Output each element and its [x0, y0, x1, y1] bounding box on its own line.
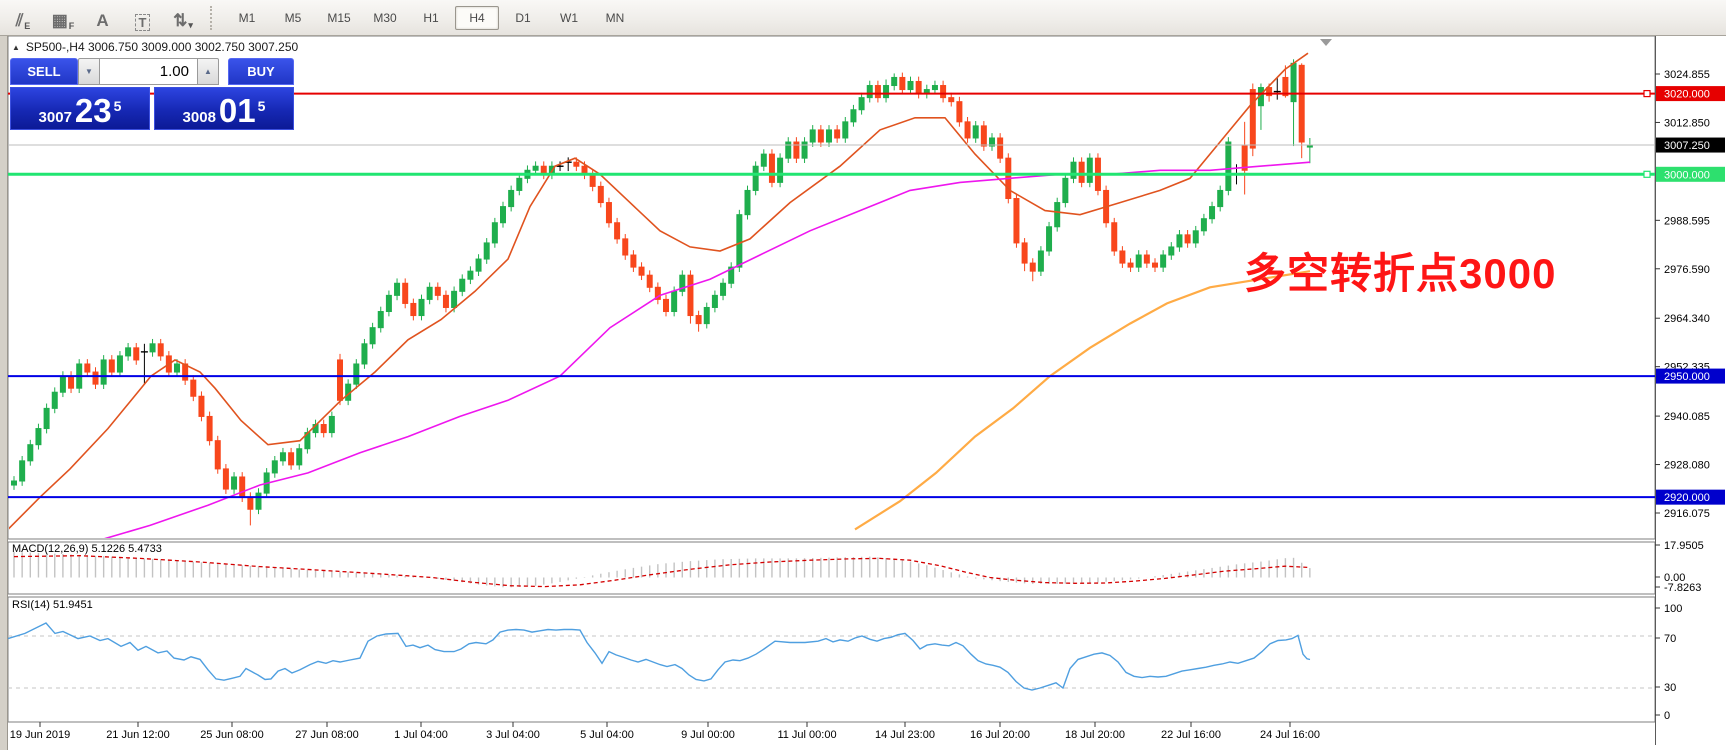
svg-text:2940.085: 2940.085: [1664, 411, 1710, 423]
svg-text:2928.080: 2928.080: [1664, 460, 1710, 472]
rsi-panel[interactable]: [7, 596, 1656, 723]
price-axis[interactable]: 3024.855 3012.850 2988.595 2976.590 2964.340…: [1655, 69, 1725, 722]
macd-signal-line: [13, 555, 1311, 588]
svg-text:2988.595: 2988.595: [1664, 215, 1710, 227]
window-edge: [0, 36, 8, 750]
svg-text:0: 0: [1664, 710, 1670, 722]
ma-slow-orange-line: [854, 270, 1311, 531]
svg-text:25 Jun 08:00: 25 Jun 08:00: [200, 729, 264, 741]
text-box-icon[interactable]: T: [126, 5, 160, 31]
svg-text:11 Jul 00:00: 11 Jul 00:00: [777, 729, 836, 741]
svg-text:18 Jul 20:00: 18 Jul 20:00: [1065, 729, 1125, 741]
tab-timeframe-h4[interactable]: H4: [455, 5, 499, 30]
svg-text:3 Jul 04:00: 3 Jul 04:00: [486, 729, 540, 741]
volume-increase-button[interactable]: ▲: [197, 58, 219, 85]
svg-text:27 Jun 08:00: 27 Jun 08:00: [295, 729, 359, 741]
svg-text:9 Jul 00:00: 9 Jul 00:00: [681, 729, 735, 741]
svg-text:2950.000: 2950.000: [1664, 371, 1710, 383]
svg-text:22 Jul 16:00: 22 Jul 16:00: [1161, 729, 1221, 741]
price-badge-2920.000: [1656, 489, 1725, 505]
buy-price-big: 01: [218, 92, 256, 129]
buy-price-box[interactable]: 3008 01 5: [154, 87, 294, 130]
sell-price-sup: 5: [113, 98, 122, 114]
rsi-line: [7, 622, 1311, 691]
ma-fast-red-line: [9, 52, 1309, 530]
price-badge-3020.000: [1656, 86, 1725, 102]
tab-timeframe-mn[interactable]: MN: [605, 10, 625, 25]
buy-price-small: 3008: [182, 109, 216, 126]
volume-decrease-button[interactable]: ▼: [78, 58, 100, 85]
sell-price-big: 23: [74, 92, 112, 129]
svg-text:3024.855: 3024.855: [1664, 69, 1710, 81]
svg-text:3000.000: 3000.000: [1664, 169, 1710, 181]
annotation-text: 多空转折点3000: [1244, 250, 1557, 297]
price-badge-3007.250: [1656, 137, 1725, 153]
chart-shift-icon[interactable]: [1320, 39, 1332, 46]
svg-text:2920.000: 2920.000: [1664, 492, 1710, 504]
toolbar: ⫽ E ▦ F A T ⇅ ▾ M1 M5 M15 M30 H1 H4 D1 W1 MN: [0, 0, 1726, 36]
sell-button[interactable]: SELL: [10, 58, 78, 85]
volume-input[interactable]: [100, 58, 197, 85]
svg-text:21 Jun 12:00: 21 Jun 12:00: [106, 729, 170, 741]
svg-text:1 Jul 04:00: 1 Jul 04:00: [394, 729, 448, 741]
tab-timeframe-m1[interactable]: M1: [238, 10, 256, 25]
candles-layer: [9, 52, 1313, 538]
svg-text:14 Jul 23:00: 14 Jul 23:00: [875, 729, 935, 741]
hline-marker-3020[interactable]: [1643, 89, 1651, 98]
svg-text:3020.000: 3020.000: [1664, 89, 1710, 101]
svg-text:17.9505: 17.9505: [1664, 540, 1704, 552]
chart-title: SP500-,H4 3006.750 3009.000 3002.750 300…: [25, 40, 299, 54]
svg-text:2976.590: 2976.590: [1664, 264, 1710, 276]
crosshair-draw-icon[interactable]: ⫽ E: [15, 10, 31, 31]
sell-price-small: 3007: [38, 109, 72, 126]
sell-price-box[interactable]: 3007 23 5: [10, 87, 150, 130]
svg-text:100: 100: [1664, 603, 1682, 615]
tab-timeframe-m15[interactable]: M15: [327, 10, 351, 25]
svg-text:0.00: 0.00: [1664, 572, 1685, 584]
svg-text:24 Jul 16:00: 24 Jul 16:00: [1260, 729, 1320, 741]
grid-period-icon[interactable]: ▦ F: [51, 10, 75, 31]
tab-timeframe-d1[interactable]: D1: [515, 10, 531, 25]
svg-text:2916.075: 2916.075: [1664, 508, 1710, 520]
buy-button[interactable]: BUY: [228, 58, 294, 85]
one-click-trade-panel: SELL ▼ ▲ BUY 3007 23 5 3008 01 5: [10, 58, 294, 130]
svg-text:2964.340: 2964.340: [1664, 313, 1710, 325]
svg-text:19 Jun 2019: 19 Jun 2019: [10, 729, 71, 741]
tab-timeframe-m30[interactable]: M30: [373, 10, 397, 25]
price-badge-3000.000: [1656, 166, 1725, 182]
macd-panel[interactable]: [7, 541, 1656, 595]
text-label-icon[interactable]: A: [96, 10, 109, 30]
svg-text:3012.850: 3012.850: [1664, 117, 1710, 129]
svg-text:3007.250: 3007.250: [1664, 140, 1710, 152]
svg-text:5 Jul 04:00: 5 Jul 04:00: [580, 729, 634, 741]
collapse-triangle-icon[interactable]: ▲: [12, 42, 20, 52]
time-axis[interactable]: 19 Jun 2019 21 Jun 12:00 25 Jun 08:00 27 Ju…: [10, 722, 1320, 741]
rsi-pane: [7, 622, 1655, 691]
price-badge-2950.000: [1656, 368, 1725, 384]
toolbar-separator: [210, 5, 218, 30]
svg-text:-7.8263: -7.8263: [1664, 582, 1701, 594]
arrange-windows-icon[interactable]: ⇅ ▾: [173, 10, 193, 30]
macd-pane: [13, 552, 1311, 588]
hline-marker-3000[interactable]: [1643, 170, 1651, 178]
rsi-label: RSI(14) 51.9451: [12, 599, 93, 611]
svg-text:30: 30: [1664, 682, 1676, 694]
svg-text:16 Jul 20:00: 16 Jul 20:00: [970, 729, 1030, 741]
macd-label: MACD(12,26,9) 5.1226 5.4733: [12, 543, 162, 555]
toolbar-icons: ⫽ E ▦ F A T ⇅ ▾: [0, 5, 200, 31]
buy-price-sup: 5: [257, 98, 266, 114]
chart-header: ▲ SP500-,H4 3006.750 3009.000 3002.750 3…: [12, 40, 298, 54]
tab-timeframe-h1[interactable]: H1: [423, 10, 439, 25]
tab-timeframe-w1[interactable]: W1: [560, 10, 578, 25]
tab-timeframe-m5[interactable]: M5: [284, 10, 302, 25]
svg-text:70: 70: [1664, 633, 1676, 645]
timeframe-bar: M1 M5 M15 M30 H1 H4 D1 W1 MN: [224, 5, 638, 30]
